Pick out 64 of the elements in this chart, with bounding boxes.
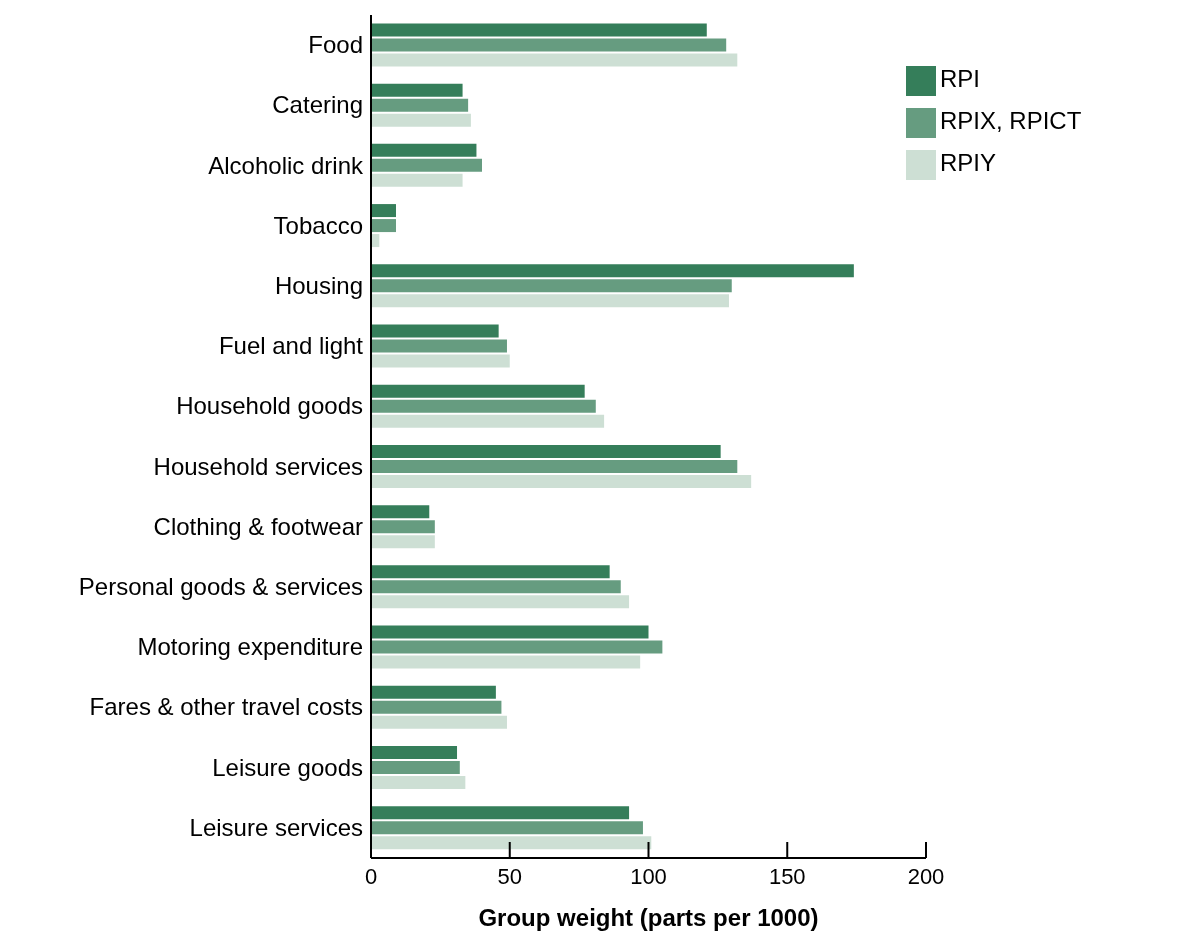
bar [371, 746, 458, 759]
x-tick-label: 200 [907, 864, 945, 889]
bar [371, 625, 649, 639]
bar [371, 836, 652, 850]
bar [371, 535, 435, 549]
bar [371, 399, 596, 413]
bar [371, 655, 641, 669]
bar [371, 53, 738, 67]
bar [371, 580, 621, 594]
y-tick-label: Leisure goods [212, 753, 363, 781]
y-tick-label: Food [308, 31, 363, 59]
bar [371, 204, 396, 218]
y-tick-label: Fuel and light [218, 332, 364, 360]
bar [371, 23, 707, 37]
bar [371, 565, 610, 579]
bar [371, 294, 729, 308]
bar [371, 776, 466, 789]
bar [371, 414, 605, 428]
bar [371, 384, 585, 398]
y-tick-label: Tobacco [273, 211, 363, 239]
x-axis-title: Group weight (parts per 1000) [478, 904, 819, 931]
bar [371, 83, 463, 97]
bar [371, 685, 496, 699]
y-tick-label: Fares & other travel costs [89, 693, 363, 721]
bar [371, 595, 630, 609]
bar [371, 264, 854, 278]
legend-label: RPIY [940, 149, 997, 176]
bar [371, 354, 510, 368]
legend-label: RPIX, RPICT [940, 107, 1082, 134]
x-tick-label: 150 [768, 864, 806, 889]
x-tick-label: 0 [364, 864, 378, 889]
bar [371, 173, 463, 187]
y-tick-label: Leisure services [189, 813, 363, 841]
bar [371, 715, 507, 729]
bar [371, 38, 727, 52]
bar [371, 459, 738, 473]
x-tick-label: 100 [630, 864, 667, 889]
bar [371, 279, 732, 293]
y-tick-label: Personal goods & services [78, 573, 363, 601]
bar [371, 143, 477, 157]
bar [371, 761, 460, 774]
bar [371, 339, 507, 353]
bar [371, 640, 663, 654]
y-tick-label: Household goods [176, 392, 363, 420]
y-tick-label: Alcoholic drink [208, 151, 364, 179]
bar [371, 806, 630, 820]
bar [371, 700, 502, 714]
y-tick-label: Housing [274, 271, 363, 299]
bar [371, 113, 471, 127]
y-tick-label: Clothing & footwear [153, 512, 363, 540]
legend-label: RPI [940, 65, 981, 92]
x-tick-label: 50 [497, 864, 522, 889]
bar [371, 505, 430, 519]
y-tick-label: Household services [153, 452, 363, 480]
bar [371, 158, 482, 172]
bar [371, 520, 435, 534]
y-tick-label: Motoring expenditure [137, 633, 363, 661]
bar [371, 98, 469, 112]
y-tick-label: Catering [272, 91, 363, 119]
bar [371, 219, 396, 233]
bar [371, 821, 643, 835]
bar [371, 444, 721, 458]
bar [371, 474, 752, 488]
bar [371, 324, 499, 338]
